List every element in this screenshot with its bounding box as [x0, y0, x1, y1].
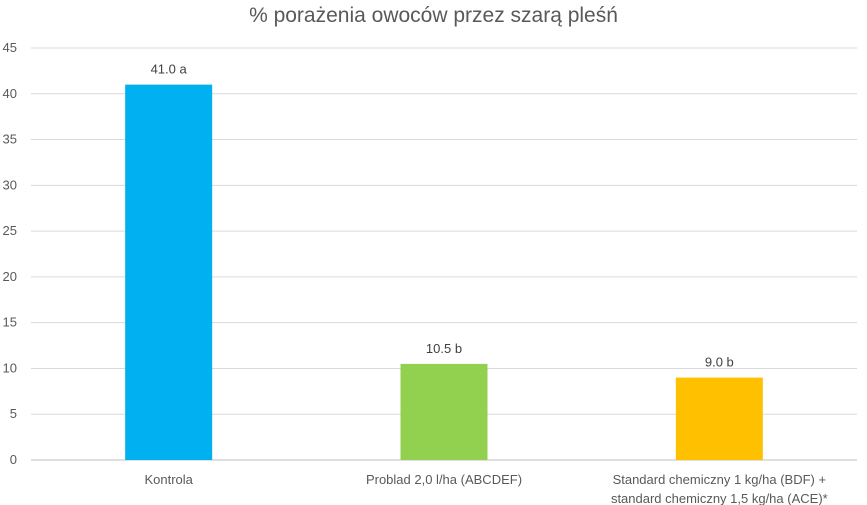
y-tick-label: 35 — [3, 132, 17, 147]
x-tick-label: Kontrola — [144, 472, 193, 487]
bar-1 — [125, 84, 213, 460]
y-tick-label: 0 — [10, 452, 17, 467]
y-tick-label: 25 — [3, 223, 17, 238]
y-tick-label: 30 — [3, 177, 17, 192]
x-tick-label: Standard chemiczny 1 kg/ha (BDF) + — [613, 472, 827, 487]
y-tick-label: 5 — [10, 406, 17, 421]
x-tick-label: standard chemiczny 1,5 kg/ha (ACE)* — [611, 491, 828, 505]
y-tick-label: 20 — [3, 269, 17, 284]
y-axis-ticks: 0 5 10 15 20 25 30 35 40 45 — [3, 40, 17, 467]
y-tick-label: 10 — [3, 360, 17, 375]
data-label-2: 10.5 b — [426, 341, 462, 356]
data-label-3: 9.0 b — [705, 355, 734, 370]
x-axis-ticks: Kontrola Problad 2,0 l/ha (ABCDEF) Standar… — [144, 472, 827, 505]
bar-2 — [400, 363, 488, 460]
y-tick-label: 40 — [3, 86, 17, 101]
bar-3 — [675, 377, 763, 460]
y-tick-label: 15 — [3, 315, 17, 330]
bars — [125, 84, 763, 460]
chart-title: % porażenia owoców przez szarą pleśń — [249, 4, 618, 27]
y-tick-label: 45 — [3, 40, 17, 55]
data-labels: 41.0 a 10.5 b 9.0 b — [151, 62, 734, 370]
data-label-1: 41.0 a — [151, 62, 188, 77]
x-tick-label: Problad 2,0 l/ha (ABCDEF) — [366, 472, 522, 487]
